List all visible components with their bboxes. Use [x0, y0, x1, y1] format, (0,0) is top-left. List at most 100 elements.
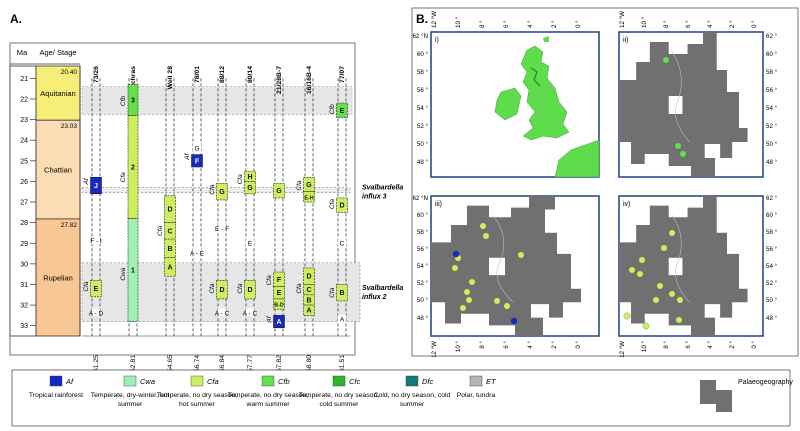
ma-tick-label: 32: [20, 303, 28, 310]
legend-description: Polar, tundra: [457, 392, 496, 399]
site-latitude: 57.77: [247, 355, 254, 372]
unit-label: 3: [131, 98, 135, 105]
modern-coastline: [492, 215, 514, 303]
unit-range-label: A - C: [215, 310, 230, 317]
climate-annotation: Af: [184, 152, 191, 160]
climate-annotation: Cfa: [296, 180, 303, 191]
unit-label: A: [276, 319, 281, 326]
palaeogeography-gap: [704, 144, 721, 158]
unit-label: F: [277, 277, 282, 284]
map-3: iii): [430, 195, 600, 337]
site-dot: [451, 264, 459, 272]
climate-annotation: Cfa: [120, 172, 127, 183]
unit-label: C: [167, 228, 172, 235]
unit-block: [216, 280, 228, 300]
climate-annotation: Cfa: [329, 287, 336, 298]
legend-swatch-dfc: [405, 375, 419, 387]
range-label-bg: [193, 143, 201, 152]
legend-swatch-cfa: [190, 375, 204, 387]
lon-tick-top: 12 °W: [619, 11, 626, 28]
lat-tick-left: 62 °N: [412, 33, 428, 40]
site-latitude: 58.80: [306, 355, 313, 372]
unit-block: [216, 183, 228, 201]
palaeo-maps: i) ii) iii) iv) 12 °W 12 °W 10 ° 10 ° 8 ° 8 ° 6 ° 6…: [411, 7, 799, 358]
legend-code: Cfc: [349, 377, 361, 386]
site-dot: [479, 222, 487, 230]
legend-description: Tropical rainforest: [29, 392, 83, 399]
stage-boundary-age: 20.40: [61, 69, 78, 76]
lat-tick-right: 58 °: [766, 229, 778, 236]
climate-annotation: Cfa: [237, 174, 244, 185]
unit-label: A: [306, 308, 311, 315]
legend-code: Cwa: [140, 377, 155, 386]
site-name: 88/12: [219, 66, 226, 83]
unit-block: [336, 102, 348, 118]
lat-tick-left: 58 °: [417, 229, 429, 236]
lat-tick-right: 48 °: [766, 315, 778, 322]
unit-range-label: A - C: [243, 310, 258, 317]
range-label-bg: [92, 236, 100, 245]
lat-tick-right: 56 °: [766, 87, 778, 94]
legend-swatch-cfc: [332, 375, 346, 387]
panel-a-label: A.: [10, 12, 22, 26]
site-dot: [656, 282, 664, 290]
unit-block: [303, 267, 315, 285]
ma-tick-label: 22: [20, 96, 28, 103]
lon-tick-top: 6 °: [685, 20, 692, 28]
lat-tick-left: 56 °: [417, 87, 429, 94]
map-roman-label: iii): [435, 201, 442, 208]
france-coast: [554, 139, 600, 178]
site-dot: [638, 256, 646, 264]
unit-label: J: [94, 183, 98, 190]
unit-label: D: [339, 203, 344, 210]
map-roman-label: iv): [623, 201, 630, 208]
site-dot: [662, 56, 670, 64]
highlands-shade: [530, 67, 541, 87]
site-name: 73/26: [93, 66, 100, 83]
lon-tick-top: 0 °: [751, 20, 758, 28]
unit-range-label: F - I: [90, 238, 102, 245]
unit-block: [244, 170, 256, 182]
unit-label: D: [247, 287, 252, 294]
lat-tick-left: 52 °: [417, 280, 429, 287]
palaeogeography-gap: [668, 96, 683, 114]
unit-label: F: [195, 158, 200, 165]
site-name: 16/16B-4: [306, 66, 313, 94]
climate-annotation: Cfa: [329, 199, 336, 210]
lat-tick-right: 52 °: [766, 123, 778, 130]
lat-tick-left: 50 °: [417, 141, 429, 148]
site-dot: [517, 251, 525, 259]
site-dot: [679, 150, 687, 158]
unit-range-label: A - D: [89, 310, 104, 317]
panel-b-label: B.: [416, 12, 428, 26]
unit-label: E: [277, 290, 282, 297]
unit-block: [303, 284, 315, 296]
ma-tick-label: 24: [20, 138, 28, 145]
lon-tick-top: 4 °: [707, 20, 714, 28]
lat-tick-right: 50 °: [766, 297, 778, 304]
unit-label: E: [340, 108, 345, 115]
site-latitude: 57.82: [276, 355, 283, 372]
unit-label: 2: [131, 164, 135, 171]
ma-tick-label: 30: [20, 261, 28, 268]
climate-annotation: Cfa: [237, 283, 244, 294]
map-roman-label: ii): [623, 37, 628, 44]
unit-block: [303, 294, 315, 306]
lon-tick-top: 2 °: [551, 20, 558, 28]
climate-annotation: Af: [83, 177, 90, 185]
lat-tick-right: 58 °: [766, 69, 778, 76]
lon-tick-bottom: 4 °: [527, 340, 534, 348]
site-dot: [468, 278, 476, 286]
unit-label: H: [247, 174, 252, 181]
lon-tick-bottom: 0 °: [575, 340, 582, 348]
stratigraphy-chart: Ma Age/ Stage21222324252627282930313233Aq…: [9, 42, 403, 380]
map-1: i): [430, 31, 600, 178]
stage-name: Chattian: [44, 166, 72, 175]
range-label-bg: [246, 308, 254, 317]
lon-tick-top: 10 °: [641, 16, 648, 28]
unit-label: D: [219, 287, 224, 294]
unit-block: [164, 222, 176, 240]
ma-tick-label: 21: [20, 76, 28, 83]
site-dot: [482, 232, 490, 240]
palaeogeography-gap: [704, 304, 721, 318]
